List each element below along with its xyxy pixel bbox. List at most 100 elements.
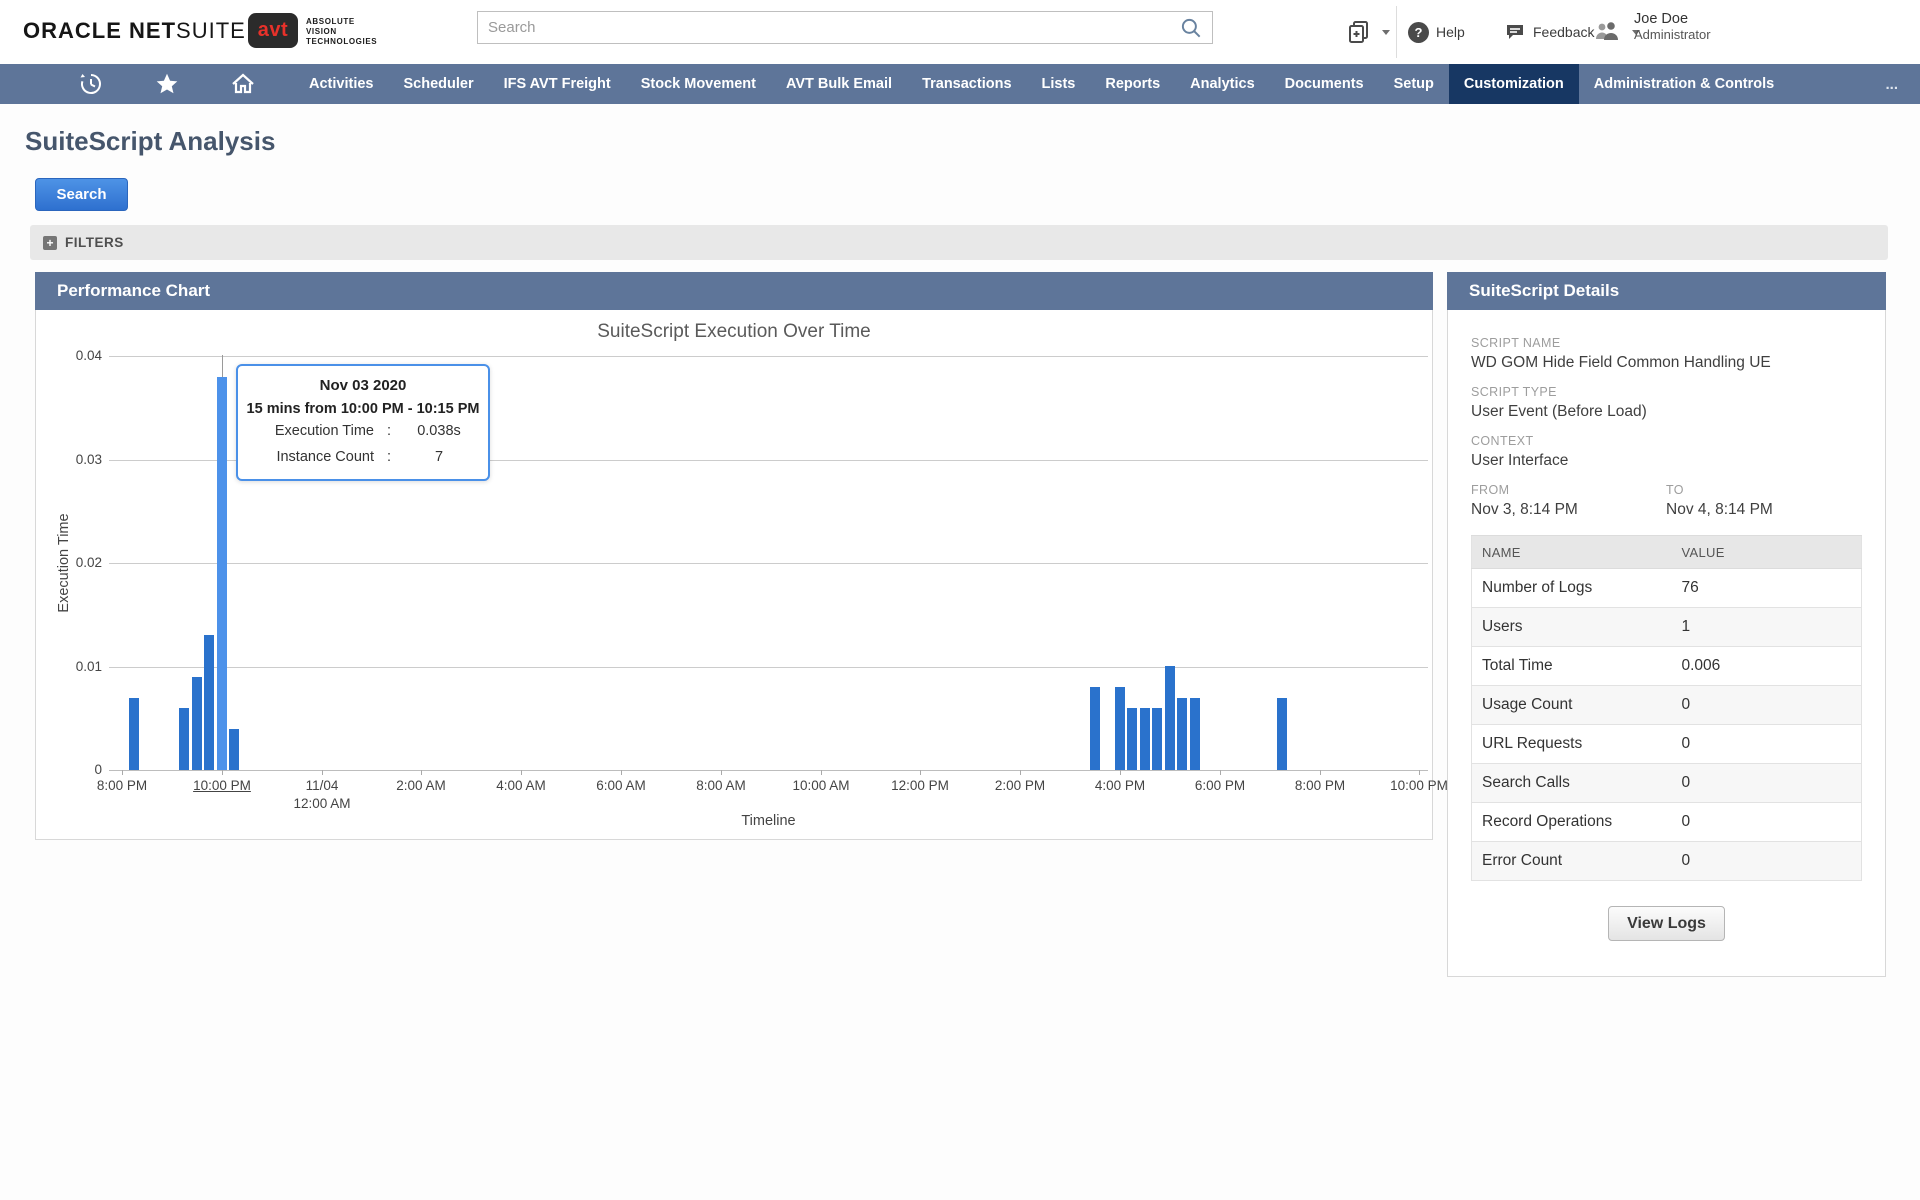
performance-chart-panel: Performance Chart SuiteScript Execution … (35, 272, 1433, 840)
suitescript-details-body: SCRIPT NAME WD GOM Hide Field Common Han… (1448, 310, 1885, 941)
search-icon[interactable] (1178, 15, 1204, 41)
metric-name-cell: Record Operations (1472, 803, 1672, 842)
user-name: Joe Doe (1634, 11, 1711, 27)
nav-item-documents[interactable]: Documents (1270, 64, 1379, 104)
avt-logo: avt (248, 13, 298, 48)
view-logs-button[interactable]: View Logs (1608, 906, 1725, 941)
chart-bar[interactable] (1140, 708, 1150, 770)
suitescript-details-header: SuiteScript Details (1447, 272, 1886, 310)
x-tick-mark (1419, 770, 1420, 775)
x-tick-mark (721, 770, 722, 775)
nav-item-ifs-avt-freight[interactable]: IFS AVT Freight (489, 64, 626, 104)
nav-item-activities[interactable]: Activities (294, 64, 388, 104)
filters-bar[interactable]: + FILTERS (30, 225, 1888, 260)
x-tick-mark (1220, 770, 1221, 775)
oracle-wordmark: ORACLE (23, 18, 122, 43)
nav-item-scheduler[interactable]: Scheduler (388, 64, 488, 104)
oracle-netsuite-logo: ORACLE NETSUITE (23, 18, 246, 44)
chart-bar[interactable] (1127, 708, 1137, 770)
nav-item-setup[interactable]: Setup (1379, 64, 1449, 104)
metric-name-cell: Users (1472, 608, 1672, 647)
x-tick-label: 11/0412:00 AM (277, 777, 367, 813)
chart-bar[interactable] (1190, 698, 1200, 770)
shortcuts-star-icon[interactable] (154, 71, 180, 97)
table-row: URL Requests0 (1472, 725, 1862, 764)
metric-value-cell: 0 (1672, 764, 1862, 803)
nav-item-administration-controls[interactable]: Administration & Controls (1579, 64, 1789, 104)
metric-value-cell: 0 (1672, 725, 1862, 764)
nav-item-lists[interactable]: Lists (1027, 64, 1091, 104)
chart-bar[interactable] (1165, 666, 1175, 770)
chart-bar[interactable] (229, 729, 239, 770)
y-tick-label: 0 (36, 762, 102, 777)
chart-bar[interactable] (129, 698, 139, 770)
field-script-type: SCRIPT TYPE User Event (Before Load) (1471, 385, 1862, 421)
global-search (477, 11, 1213, 44)
y-tick-label: 0.03 (36, 452, 102, 467)
metric-value-cell: 0 (1672, 842, 1862, 881)
y-tick-label: 0.02 (36, 555, 102, 570)
x-tick-label: 4:00 AM (476, 777, 566, 795)
table-row: Total Time0.006 (1472, 647, 1862, 686)
column-header-value: VALUE (1672, 536, 1862, 569)
x-tick-label: 12:00 PM (875, 777, 965, 795)
recent-records-icon[interactable] (78, 71, 104, 97)
x-tick-label: 6:00 PM (1175, 777, 1265, 795)
help-button[interactable]: ? Help (1408, 0, 1465, 64)
chart-tooltip: Nov 03 2020 15 mins from 10:00 PM - 10:1… (236, 364, 490, 481)
page-title: SuiteScript Analysis (25, 126, 275, 157)
nav-icon-group (78, 64, 256, 104)
chart-bar[interactable] (1090, 687, 1100, 770)
nav-item-customization[interactable]: Customization (1449, 64, 1579, 104)
header-divider (1396, 6, 1397, 58)
search-button[interactable]: Search (35, 178, 128, 211)
chart-bar[interactable] (217, 377, 227, 770)
nav-item-reports[interactable]: Reports (1090, 64, 1175, 104)
chart-bar[interactable] (1115, 687, 1125, 770)
gridline-y-0.01 (109, 667, 1428, 668)
x-tick-mark (122, 770, 123, 775)
metric-value-cell: 0 (1672, 686, 1862, 725)
nav-item-transactions[interactable]: Transactions (907, 64, 1026, 104)
chart-bar[interactable] (1277, 698, 1287, 770)
expand-plus-icon: + (43, 236, 57, 250)
chart-bar[interactable] (1177, 698, 1187, 770)
user-info[interactable]: Joe Doe Administrator (1634, 11, 1711, 43)
x-tick-label: 2:00 AM (376, 777, 466, 795)
chart-bar[interactable] (179, 708, 189, 770)
chart-bar[interactable] (1152, 708, 1162, 770)
add-record-icon (1346, 19, 1372, 45)
user-menu[interactable] (1592, 0, 1640, 64)
nav-item-avt-bulk-email[interactable]: AVT Bulk Email (771, 64, 907, 104)
chart-bar[interactable] (192, 677, 202, 770)
table-row: Usage Count0 (1472, 686, 1862, 725)
nav-overflow-button[interactable]: ... (1885, 64, 1898, 104)
global-search-input[interactable] (478, 19, 1178, 36)
metric-name-cell: Usage Count (1472, 686, 1672, 725)
x-tick-label: 2:00 PM (975, 777, 1065, 795)
chart-bar[interactable] (204, 635, 214, 770)
x-tick-mark (421, 770, 422, 775)
tooltip-row: Instance Count : 7 (238, 446, 488, 469)
tooltip-row: Execution Time : 0.038s (238, 420, 488, 443)
quick-add-menu[interactable] (1346, 0, 1390, 64)
x-tick-mark (322, 770, 323, 775)
help-icon: ? (1408, 22, 1429, 43)
tooltip-date: Nov 03 2020 (238, 377, 488, 394)
filters-label: FILTERS (65, 235, 124, 250)
user-role: Administrator (1634, 27, 1711, 43)
field-from: FROM Nov 3, 8:14 PM (1471, 483, 1666, 519)
metric-value-cell: 0 (1672, 803, 1862, 842)
metric-value-cell: 1 (1672, 608, 1862, 647)
x-tick-mark (1320, 770, 1321, 775)
nav-item-analytics[interactable]: Analytics (1175, 64, 1269, 104)
home-icon[interactable] (230, 71, 256, 97)
x-tick-mark (521, 770, 522, 775)
feedback-button[interactable]: Feedback (1504, 0, 1594, 64)
nav-item-stock-movement[interactable]: Stock Movement (626, 64, 771, 104)
field-script-name: SCRIPT NAME WD GOM Hide Field Common Han… (1471, 336, 1862, 372)
gridline-y-0.04 (109, 356, 1428, 357)
metric-value-cell: 0.006 (1672, 647, 1862, 686)
top-header: ORACLE NETSUITE avt ABSOLUTE VISION TECH… (0, 0, 1920, 64)
chart-area: SuiteScript Execution Over Time Executio… (36, 311, 1432, 839)
